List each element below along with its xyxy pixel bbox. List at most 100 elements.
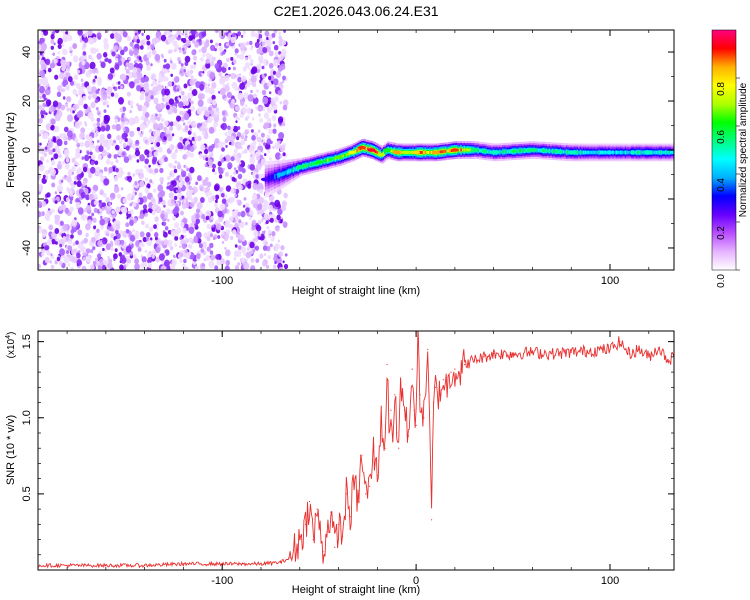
noise-speckle: [276, 214, 281, 221]
noise-speckle: [180, 116, 185, 122]
ridge-cell: [283, 171, 286, 176]
noise-speckles: [38, 30, 289, 270]
noise-speckle: [218, 90, 221, 94]
noise-speckle: [218, 141, 224, 149]
noise-speckle: [269, 243, 273, 248]
noise-speckle: [106, 232, 110, 237]
noise-speckle: [109, 240, 113, 245]
ridge-cell: [596, 151, 600, 154]
noise-speckle: [258, 142, 262, 147]
noise-speckle: [161, 199, 166, 206]
ridge-cell: [527, 148, 530, 152]
noise-speckle: [183, 69, 186, 73]
spectrogram-xtick-label: 100: [601, 275, 619, 287]
noise-speckle: [251, 81, 257, 88]
noise-speckle: [257, 203, 263, 210]
noise-speckle: [66, 61, 70, 67]
noise-speckle: [98, 202, 103, 207]
noise-speckle: [71, 166, 76, 172]
noise-speckle: [238, 234, 244, 241]
snr-point: [431, 519, 433, 521]
ridge-cell: [311, 162, 314, 166]
noise-speckle: [119, 254, 125, 262]
snr-point: [353, 481, 355, 483]
noise-speckle: [224, 132, 228, 137]
noise-speckle: [221, 66, 227, 73]
noise-speckle: [245, 104, 248, 108]
snr-multiplier-exp: 4: [5, 335, 12, 339]
snr-point: [417, 338, 419, 340]
noise-speckle: [138, 56, 142, 60]
ridge-point: [431, 150, 440, 155]
noise-speckle: [119, 107, 124, 113]
noise-speckle: [210, 215, 214, 221]
noise-speckle: [221, 241, 225, 244]
noise-speckle: [150, 95, 154, 100]
noise-speckle: [59, 248, 65, 256]
noise-speckle: [233, 256, 237, 261]
noise-speckle: [268, 128, 273, 135]
ridge-cell: [502, 150, 505, 154]
noise-speckle: [205, 39, 210, 44]
noise-speckle: [230, 156, 235, 162]
ridge-cell: [558, 150, 561, 153]
noise-speckle: [117, 85, 121, 90]
noise-speckle: [107, 255, 110, 259]
noise-speckle: [89, 151, 93, 156]
noise-speckle: [277, 208, 283, 216]
noise-speckle: [150, 63, 153, 67]
noise-speckle: [179, 259, 183, 263]
noise-speckle: [167, 134, 173, 142]
noise-speckle: [63, 140, 68, 146]
noise-speckle: [210, 152, 214, 157]
noise-speckle: [82, 166, 88, 173]
noise-speckle: [178, 183, 183, 189]
noise-speckle: [88, 37, 94, 45]
ridge-cell: [333, 157, 336, 161]
noise-speckle: [38, 200, 42, 208]
noise-speckle: [41, 252, 45, 257]
noise-speckle: [255, 258, 260, 264]
noise-speckle: [152, 79, 157, 86]
noise-speckle: [283, 30, 286, 33]
ridge-cell: [564, 150, 567, 154]
noise-speckle: [115, 123, 122, 131]
noise-speckle: [158, 197, 163, 203]
noise-speckle: [207, 83, 210, 87]
noise-speckle: [174, 149, 178, 153]
noise-speckle: [183, 83, 188, 89]
ridge-point: [402, 150, 411, 155]
noise-speckle: [166, 175, 171, 181]
noise-speckle: [67, 245, 73, 252]
snr-point: [464, 363, 466, 366]
noise-speckle: [81, 265, 87, 270]
noise-speckle: [91, 212, 95, 217]
ridge-cell: [576, 151, 580, 154]
noise-speckle: [175, 99, 179, 104]
ridge-cell: [613, 151, 617, 154]
snr-point: [407, 435, 409, 437]
noise-speckle: [271, 115, 277, 121]
ridge-cell: [643, 151, 646, 154]
noise-speckle: [184, 55, 191, 63]
noise-speckle: [73, 74, 79, 80]
noise-speckle: [218, 42, 222, 47]
noise-speckle: [190, 106, 195, 112]
noise-speckle: [177, 56, 181, 62]
ridge-cell: [593, 151, 597, 154]
ridge-cell: [655, 151, 659, 154]
noise-speckle: [66, 96, 71, 102]
noise-speckle: [237, 117, 240, 121]
frequency-ridge: [260, 138, 674, 198]
noise-speckle: [155, 129, 161, 137]
noise-speckle: [149, 179, 153, 184]
noise-speckle: [134, 181, 138, 186]
ridge-cell: [635, 151, 638, 154]
noise-speckle: [208, 145, 214, 152]
snr-point: [388, 424, 390, 426]
noise-speckle: [247, 122, 252, 129]
noise-speckle: [142, 261, 148, 268]
noise-speckle: [84, 154, 90, 161]
noise-speckle: [63, 255, 70, 264]
noise-speckle: [191, 198, 195, 203]
